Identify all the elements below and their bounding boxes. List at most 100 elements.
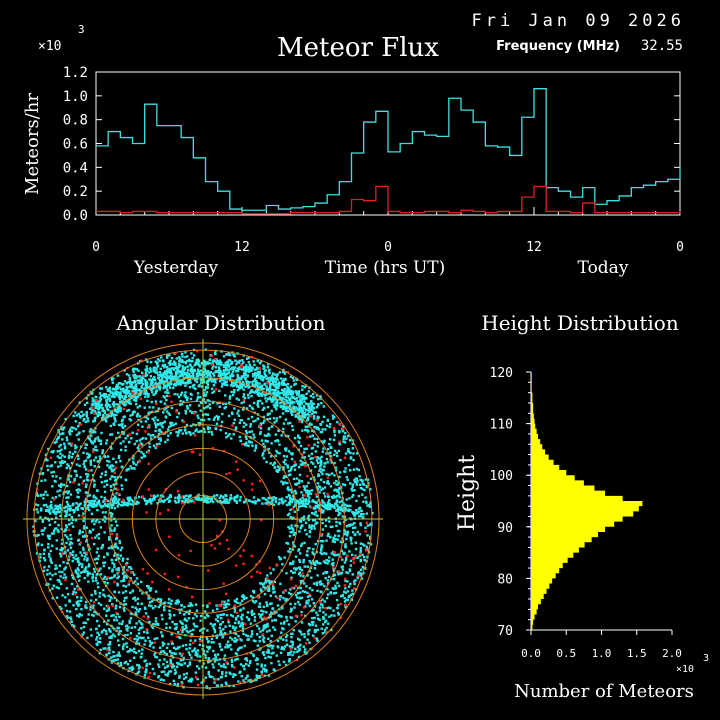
angular-point: [121, 559, 124, 562]
angular-point: [78, 415, 82, 418]
angular-point: [185, 359, 189, 363]
angular-point: [347, 463, 351, 467]
angular-point: [224, 632, 227, 635]
angular-point: [193, 383, 196, 387]
angular-point: [106, 505, 110, 508]
angular-point: [91, 397, 94, 400]
angular-point: [123, 634, 126, 637]
angular-point: [318, 606, 321, 609]
angular-point: [137, 369, 140, 372]
angular-point: [157, 597, 160, 601]
angular-point: [199, 378, 202, 381]
angular-point: [287, 450, 291, 453]
angular-point: [87, 565, 91, 568]
angular-point: [298, 645, 301, 648]
angular-point: [135, 502, 139, 505]
angular-point: [165, 356, 169, 359]
angular-point: [208, 687, 211, 690]
angular-point: [299, 403, 302, 407]
angular-point: [169, 660, 172, 663]
angular-point: [172, 679, 175, 683]
angular-point: [119, 475, 123, 479]
angular-point: [41, 520, 44, 523]
angular-point: [330, 461, 333, 464]
angular-point: [346, 571, 350, 575]
angular-point: [48, 534, 52, 538]
angular-point: [103, 490, 107, 493]
angular-point: [343, 503, 347, 506]
angular-point: [226, 640, 230, 643]
angular-point: [248, 381, 251, 384]
angular-point: [325, 539, 328, 542]
angular-point: [333, 554, 337, 557]
angular-point: [154, 429, 157, 433]
angular-point: [337, 491, 340, 494]
angular-point: [252, 589, 255, 593]
angular-point: [187, 381, 190, 385]
angular-point: [35, 534, 39, 538]
angular-point: [232, 433, 235, 436]
angular-point: [89, 463, 93, 466]
angular-point: [303, 635, 306, 639]
angular-point: [195, 625, 199, 628]
angular-point: [115, 492, 119, 495]
angular-point: [163, 642, 166, 646]
angular-point: [97, 499, 101, 502]
angular-point: [122, 401, 126, 405]
angular-point: [77, 504, 81, 507]
angular-point: [171, 666, 174, 669]
angular-point: [134, 611, 138, 614]
angular-point: [352, 458, 355, 462]
angular-point: [287, 470, 291, 473]
angular-point: [104, 511, 107, 514]
angular-point: [206, 604, 209, 607]
angular-point: [124, 585, 128, 588]
angular-point: [187, 376, 190, 379]
angular-point: [186, 371, 189, 374]
angular-point: [59, 503, 62, 507]
angular-point: [294, 602, 297, 606]
angular-point: [279, 397, 282, 400]
angular-point: [77, 615, 81, 618]
angular-point: [333, 461, 336, 465]
angular-point: [112, 401, 116, 404]
angular-point: [285, 406, 288, 410]
angular-point: [103, 394, 107, 397]
angular-point: [133, 410, 136, 414]
angular-point: [252, 612, 256, 616]
angular-point: [312, 512, 316, 515]
angular-point: [335, 520, 338, 524]
angular-point: [116, 582, 119, 585]
angular-point: [147, 615, 150, 618]
angular-point: [268, 602, 272, 606]
angular-point: [278, 443, 281, 446]
angular-point: [283, 383, 286, 386]
angular-point: [179, 620, 182, 623]
angular-point: [176, 434, 179, 437]
angular-point: [268, 385, 272, 388]
angular-point: [317, 397, 320, 401]
angular-point: [102, 564, 106, 568]
angular-point: [155, 637, 159, 640]
angular-point: [177, 430, 181, 433]
angular-point: [289, 469, 292, 472]
angular-point: [212, 374, 216, 377]
angular-point: [202, 380, 206, 384]
angular-point: [58, 505, 61, 509]
angular-point: [157, 437, 161, 441]
angular-point: [329, 485, 333, 488]
angular-point: [68, 543, 71, 546]
angular-point: [137, 501, 140, 504]
angular-point: [267, 397, 270, 401]
angular-point: [95, 562, 99, 565]
angular-point: [174, 384, 178, 387]
angular-point: [328, 615, 331, 618]
angular-point: [72, 577, 76, 580]
angular-point: [107, 536, 111, 539]
angular-point: [59, 575, 62, 578]
angular-point: [162, 495, 165, 498]
angular-point: [233, 607, 237, 611]
angular-point: [239, 670, 242, 673]
angular-point: [191, 356, 194, 360]
angular-point: [301, 384, 304, 388]
